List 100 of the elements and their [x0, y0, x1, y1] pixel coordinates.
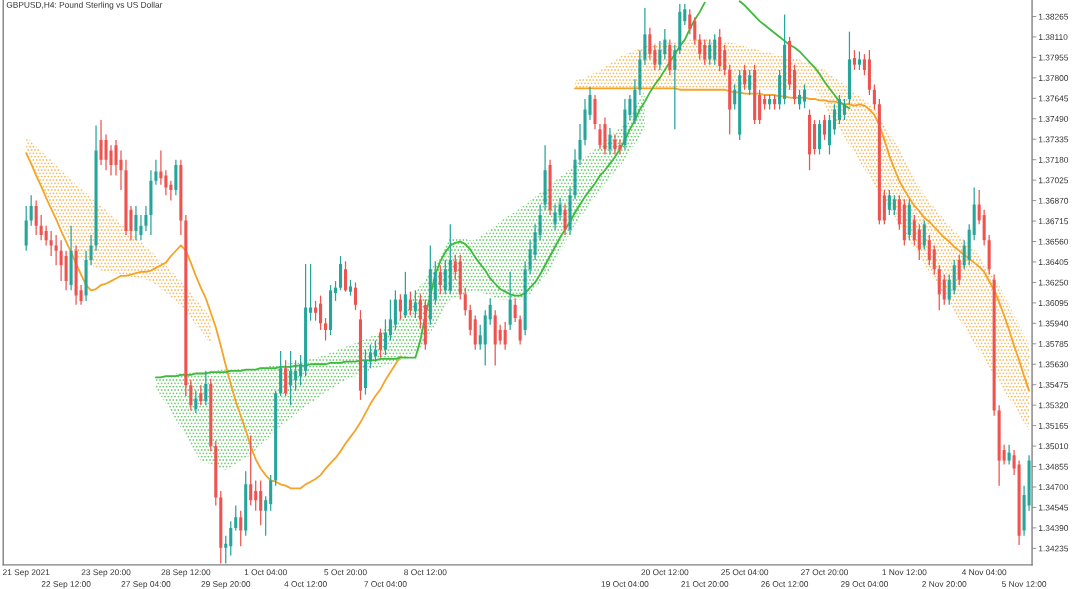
- candlestick: [533, 223, 537, 261]
- candlestick: [338, 255, 343, 291]
- candlestick: [89, 234, 93, 266]
- candlestick: [832, 103, 837, 136]
- candlestick: [842, 98, 847, 121]
- y-tick-label: 1.35475: [1038, 381, 1069, 388]
- candlestick: [803, 83, 807, 109]
- candlestick: [892, 194, 896, 216]
- candlestick: [653, 44, 657, 71]
- candlestick: [353, 281, 358, 311]
- candlestick: [703, 38, 707, 66]
- candlestick: [468, 304, 472, 336]
- candlestick: [1007, 444, 1011, 466]
- candlestick: [558, 197, 562, 222]
- candlestick: [503, 321, 507, 351]
- candlestick: [224, 535, 228, 565]
- candlestick: [852, 49, 856, 71]
- candlestick: [518, 314, 522, 346]
- candlestick: [144, 205, 148, 232]
- x-tick-label: 28 Sep 12:00: [161, 569, 211, 577]
- y-tick-label: 1.36560: [1038, 238, 1069, 245]
- y-tick-label: 1.35010: [1038, 443, 1069, 450]
- x-tick-label: 29 Oct 04:00: [840, 581, 888, 587]
- candlestick: [463, 287, 467, 317]
- candlestick: [319, 294, 323, 331]
- candlestick: [403, 271, 407, 319]
- x-tick-label: 5 Nov 12:00: [1001, 581, 1047, 587]
- candlestick: [134, 205, 138, 241]
- candlestick: [34, 199, 38, 236]
- candlestick: [673, 44, 677, 130]
- candlestick: [29, 194, 33, 227]
- chart-title: GBPUSD,H4: Pound Sterling vs US Dollar: [6, 1, 163, 10]
- candlestick: [169, 180, 173, 202]
- y-tick-label: 1.37800: [1038, 75, 1069, 81]
- x-tick-label: 19 Oct 04:00: [601, 581, 649, 587]
- candlestick: [453, 254, 457, 281]
- y-tick-label: 1.37490: [1038, 115, 1069, 122]
- y-tick-label: 1.34390: [1038, 525, 1069, 531]
- candlestick: [199, 384, 203, 406]
- candlestick: [822, 114, 827, 141]
- candlestick: [54, 234, 58, 266]
- candlestick: [962, 239, 966, 270]
- candlestick: [862, 53, 866, 76]
- candlestick: [39, 214, 43, 241]
- candlestick: [49, 230, 53, 257]
- x-tick-label: 7 Oct 04:00: [364, 581, 407, 587]
- x-tick-label: 2 Nov 20:00: [922, 581, 967, 587]
- candlestick: [723, 44, 727, 76]
- candlestick: [748, 69, 752, 96]
- candlestick: [857, 50, 861, 71]
- candlestick: [957, 254, 961, 286]
- x-tick-label: 5 Oct 20:00: [324, 569, 367, 576]
- y-tick-label: 1.36405: [1038, 259, 1069, 266]
- candlestick: [608, 127, 612, 156]
- y-tick-label: 1.36250: [1038, 279, 1069, 286]
- candlestick: [234, 504, 238, 532]
- candlestick: [578, 123, 582, 166]
- candlestick: [383, 318, 387, 356]
- candlestick: [743, 64, 747, 91]
- candlestick: [733, 83, 737, 111]
- x-tick-label: 21 Sep 2021: [2, 569, 50, 577]
- candlestick: [373, 339, 377, 363]
- y-tick-label: 1.37645: [1038, 95, 1069, 102]
- x-tick-label: 29 Sep 20:00: [201, 581, 251, 589]
- candlestick: [478, 324, 482, 351]
- y-tick-label: 1.35165: [1038, 422, 1069, 429]
- x-tick-label: 8 Oct 12:00: [404, 569, 447, 576]
- y-tick-label: 1.37180: [1038, 156, 1069, 163]
- x-tick-label: 26 Oct 12:00: [761, 581, 809, 587]
- candlestick: [917, 223, 921, 261]
- candlestick: [269, 474, 273, 512]
- candlestick: [927, 234, 931, 266]
- candlestick: [628, 94, 632, 121]
- x-tick-label: 1 Nov 12:00: [882, 569, 927, 576]
- candlestick: [693, 16, 697, 46]
- y-tick-label: 1.35630: [1038, 361, 1069, 368]
- candlestick: [443, 259, 447, 295]
- candlestick: [299, 354, 303, 386]
- candlestick: [79, 284, 83, 306]
- candlestick: [239, 510, 243, 547]
- candlestick: [977, 189, 981, 225]
- candlestick: [378, 327, 382, 359]
- y-tick-label: 1.35785: [1038, 340, 1069, 347]
- candlestick: [713, 33, 717, 66]
- candlestick: [249, 434, 253, 507]
- candlestick: [872, 83, 876, 111]
- candlestick: [189, 379, 193, 412]
- candlestick: [947, 273, 951, 306]
- y-tick-label: 1.36715: [1038, 218, 1069, 225]
- candlestick: [438, 264, 442, 295]
- x-tick-label: 20 Oct 12:00: [641, 569, 689, 576]
- y-tick-label: 1.34545: [1038, 504, 1069, 511]
- candlestick: [538, 203, 542, 241]
- candlestick: [498, 324, 502, 346]
- x-tick-label: 27 Sep 04:00: [121, 581, 171, 589]
- y-tick-label: 1.34700: [1038, 484, 1069, 491]
- candlestick: [259, 479, 263, 526]
- candlestick: [289, 350, 293, 406]
- candlestick: [688, 8, 692, 35]
- candlestick: [887, 189, 891, 216]
